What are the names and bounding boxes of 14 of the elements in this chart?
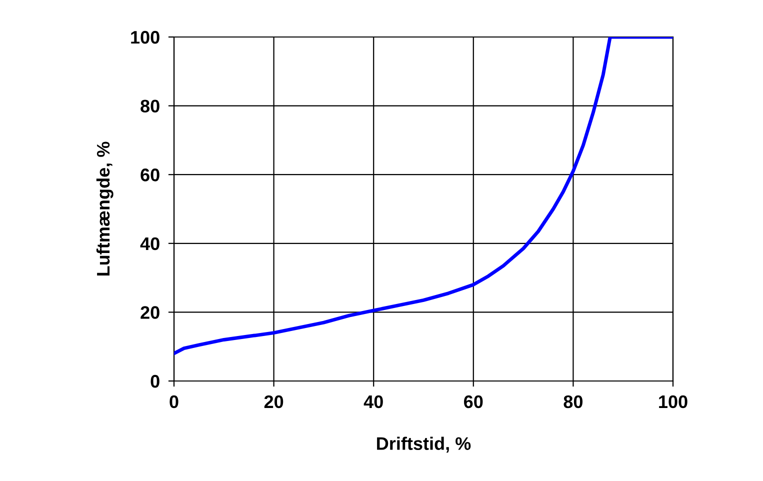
x-tick-label: 60 xyxy=(464,395,483,408)
y-tick-label: 40 xyxy=(140,237,160,250)
y-tick-label: 80 xyxy=(140,100,160,113)
x-tick-label: 0 xyxy=(170,395,178,408)
y-tick-label: 20 xyxy=(140,306,160,319)
y-tick-label: 100 xyxy=(131,30,160,44)
y-tick-label: 0 xyxy=(150,374,160,388)
x-tick-label: 40 xyxy=(364,395,383,408)
y-axis-title: Luftmængde, % xyxy=(96,142,114,276)
x-tick-label: 80 xyxy=(564,395,583,408)
x-tick-label: 20 xyxy=(264,395,284,408)
x-tick-label: 100 xyxy=(659,395,688,408)
x-axis-title: Driftstid, % xyxy=(377,436,471,453)
y-tick-label: 60 xyxy=(140,168,160,182)
